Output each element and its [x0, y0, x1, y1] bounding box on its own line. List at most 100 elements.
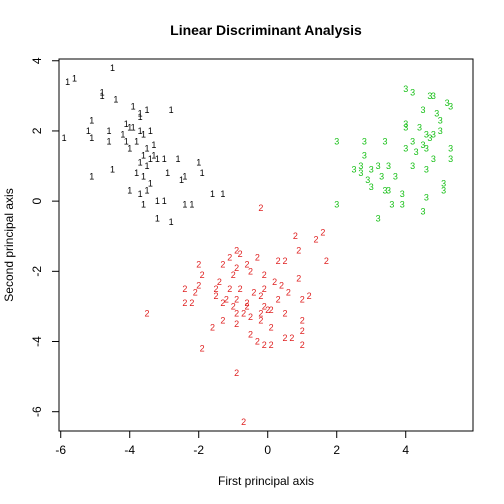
- point-class-1: 1: [169, 217, 174, 227]
- point-class-2: 2: [241, 308, 246, 318]
- point-class-3: 3: [424, 165, 429, 175]
- point-class-2: 2: [269, 305, 274, 315]
- point-class-2: 2: [234, 245, 239, 255]
- point-class-3: 3: [358, 168, 363, 178]
- point-class-3: 3: [403, 122, 408, 132]
- point-class-1: 1: [65, 77, 70, 87]
- point-class-2: 2: [210, 322, 215, 332]
- point-class-1: 1: [182, 200, 187, 210]
- point-class-3: 3: [365, 175, 370, 185]
- point-class-2: 2: [193, 287, 198, 297]
- point-class-1: 1: [107, 136, 112, 146]
- point-class-3: 3: [424, 129, 429, 139]
- point-class-2: 2: [200, 344, 205, 354]
- point-class-2: 2: [255, 252, 260, 262]
- point-class-2: 2: [220, 259, 225, 269]
- point-class-1: 1: [131, 122, 136, 132]
- point-class-2: 2: [144, 308, 149, 318]
- point-class-2: 2: [300, 294, 305, 304]
- point-class-1: 1: [138, 112, 143, 122]
- point-class-3: 3: [389, 200, 394, 210]
- point-class-2: 2: [245, 301, 250, 311]
- point-class-1: 1: [151, 140, 156, 150]
- point-class-2: 2: [238, 249, 243, 259]
- point-class-1: 1: [134, 136, 139, 146]
- point-class-1: 1: [151, 151, 156, 161]
- point-class-1: 1: [144, 143, 149, 153]
- point-class-3: 3: [386, 186, 391, 196]
- point-class-2: 2: [262, 270, 267, 280]
- point-class-3: 3: [431, 91, 436, 101]
- point-class-3: 3: [351, 165, 356, 175]
- point-class-2: 2: [189, 298, 194, 308]
- point-class-3: 3: [403, 143, 408, 153]
- point-class-3: 3: [438, 115, 443, 125]
- point-class-2: 2: [231, 270, 236, 280]
- point-class-3: 3: [434, 108, 439, 118]
- point-class-3: 3: [400, 189, 405, 199]
- point-class-2: 2: [182, 284, 187, 294]
- point-class-1: 1: [100, 91, 105, 101]
- point-class-3: 3: [431, 154, 436, 164]
- point-class-2: 2: [258, 203, 263, 213]
- point-class-2: 2: [234, 294, 239, 304]
- point-class-3: 3: [403, 119, 408, 129]
- point-class-2: 2: [234, 308, 239, 318]
- point-class-3: 3: [417, 122, 422, 132]
- point-class-3: 3: [376, 161, 381, 171]
- point-class-1: 1: [72, 73, 77, 83]
- point-class-1: 1: [89, 133, 94, 143]
- point-class-1: 1: [89, 172, 94, 182]
- point-class-2: 2: [269, 340, 274, 350]
- point-class-1: 1: [138, 189, 143, 199]
- point-class-1: 1: [176, 154, 181, 164]
- point-class-3: 3: [410, 136, 415, 146]
- point-class-3: 3: [400, 200, 405, 210]
- point-class-3: 3: [420, 140, 425, 150]
- point-class-3: 3: [358, 161, 363, 171]
- point-class-2: 2: [248, 312, 253, 322]
- point-class-2: 2: [248, 266, 253, 276]
- point-class-3: 3: [376, 214, 381, 224]
- point-class-1: 1: [162, 196, 167, 206]
- point-class-2: 2: [234, 263, 239, 273]
- point-class-1: 1: [86, 126, 91, 136]
- point-class-1: 1: [127, 122, 132, 132]
- point-class-2: 2: [314, 235, 319, 245]
- point-class-2: 2: [258, 315, 263, 325]
- point-class-2: 2: [282, 256, 287, 266]
- x-tick-label: 4: [402, 443, 409, 457]
- point-class-1: 1: [138, 108, 143, 118]
- point-class-1: 1: [110, 63, 115, 73]
- point-class-1: 1: [127, 186, 132, 196]
- point-class-2: 2: [238, 284, 243, 294]
- point-class-3: 3: [379, 172, 384, 182]
- point-class-3: 3: [441, 186, 446, 196]
- x-tick-label: 0: [264, 443, 271, 457]
- point-class-2: 2: [262, 340, 267, 350]
- point-class-1: 1: [220, 189, 225, 199]
- point-class-2: 2: [213, 291, 218, 301]
- point-class-1: 1: [131, 101, 136, 111]
- point-class-1: 1: [124, 119, 129, 129]
- point-class-2: 2: [272, 277, 277, 287]
- point-class-2: 2: [245, 259, 250, 269]
- point-class-2: 2: [296, 273, 301, 283]
- point-class-2: 2: [282, 308, 287, 318]
- point-class-3: 3: [420, 105, 425, 115]
- point-class-1: 1: [100, 87, 105, 97]
- x-axis-label: First principal axis: [218, 474, 314, 488]
- point-class-1: 1: [182, 172, 187, 182]
- point-class-2: 2: [231, 301, 236, 311]
- point-class-1: 1: [148, 126, 153, 136]
- y-axis-label: Second principal axis: [2, 188, 16, 301]
- point-class-2: 2: [320, 228, 325, 238]
- point-class-3: 3: [427, 133, 432, 143]
- point-class-3: 3: [427, 91, 432, 101]
- point-class-3: 3: [362, 151, 367, 161]
- point-class-1: 1: [138, 158, 143, 168]
- point-class-2: 2: [258, 308, 263, 318]
- point-class-2: 2: [262, 301, 267, 311]
- point-class-1: 1: [120, 129, 125, 139]
